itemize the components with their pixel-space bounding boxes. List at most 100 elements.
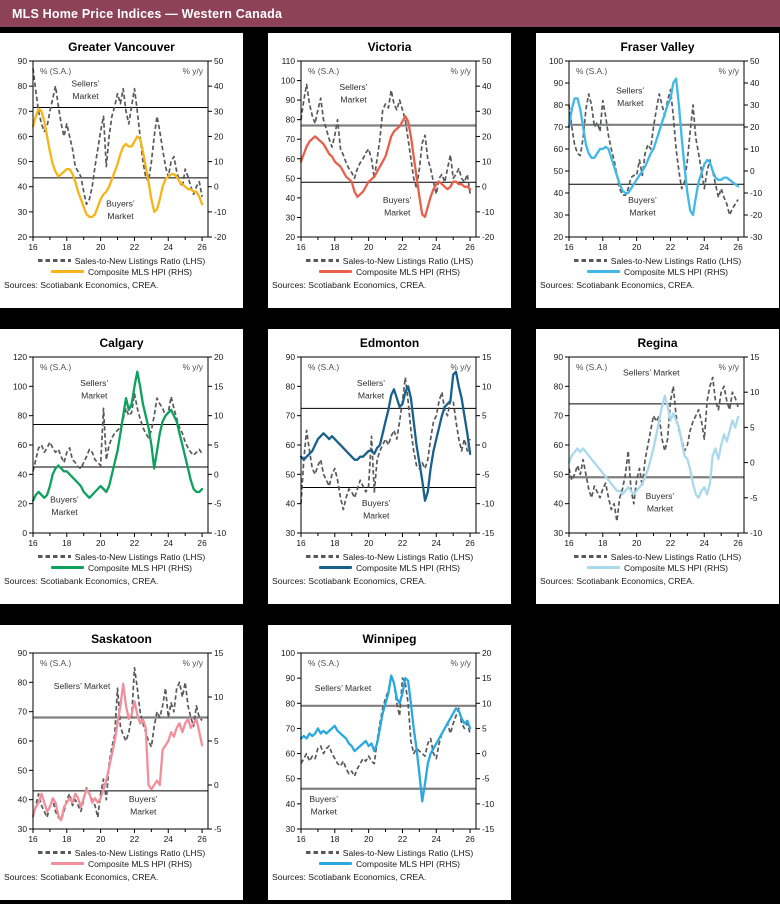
plot-frame [32,652,209,830]
sources-note: Sources: Scotiabank Economics, CREA. [4,280,159,290]
right-axis-tick-label: 0 [214,780,219,790]
left-axis-tick-label: 30 [286,528,296,538]
legend-item-snlr: Sales-to-New Listings Ratio (LHS) [305,847,473,858]
market-annotation: Market [72,91,99,101]
chart-plot: 30 40 50 60 70 80 90 100 -15 -10 -5 0 5 10 15 20 16 18 20 2… [281,648,494,844]
legend-label-snlr: Sales-to-New Listings Ratio (LHS) [342,551,474,562]
lhs-unit-label: % (S.A.) [576,66,607,76]
market-annotation: Market [81,391,108,401]
legend-item-hpi: Composite MLS HPI (RHS) [50,562,192,573]
legend-label-snlr: Sales-to-New Listings Ratio (LHS) [74,255,206,266]
right-axis-tick-label: 10 [750,387,760,397]
x-axis-tick-label: 18 [330,834,340,844]
sources-note: Sources: Scotiabank Economics, CREA. [540,280,695,290]
rhs-unit-label: % y/y [719,362,740,372]
left-axis-tick-label: 90 [18,648,28,658]
dashed-line-swatch [37,555,71,558]
right-axis-tick-label: 15 [750,352,760,362]
chart-legend: Sales-to-New Listings Ratio (LHS) Compos… [0,551,243,573]
right-axis-tick-label: 0 [750,166,755,176]
right-axis-tick-label: -10 [750,528,762,538]
report-header-bar: MLS Home Price Indices — Western Canada [0,0,780,27]
rhs-unit-label: % y/y [451,66,472,76]
x-axis-tick-label: 16 [296,834,306,844]
dashed-line-swatch [573,259,607,262]
right-axis-tick-label: 30 [750,100,760,110]
left-axis-tick-label: 90 [286,95,296,105]
left-axis-tick-label: 80 [18,677,28,687]
right-axis-tick-label: 10 [214,157,224,167]
x-axis-tick-label: 16 [296,538,306,548]
left-axis-tick-label: 70 [286,411,296,421]
right-axis-tick-label: -5 [214,824,222,834]
legend-label-hpi: Composite MLS HPI (RHS) [87,266,193,277]
market-annotation: Sellers’ [71,79,99,89]
left-axis-tick-label: 80 [286,115,296,125]
chart-plot: 30 40 50 60 70 80 90 -5 0 5 10 15 16 18 20 22 24 26 % (S.A… [18,648,224,844]
x-axis-tick-label: 24 [164,538,174,548]
x-axis-tick-label: 20 [632,242,642,252]
rhs-unit-label: % y/y [183,362,204,372]
solid-line-swatch [586,270,620,273]
right-axis-tick-label: 30 [482,106,492,116]
lhs-unit-label: % (S.A.) [40,658,71,668]
right-axis-tick-label: -20 [214,232,226,242]
market-annotation: Sellers’ Market [315,683,372,693]
x-axis-tick-label: 18 [62,242,72,252]
market-annotation: Buyers’ [646,491,675,501]
right-axis-tick-label: 15 [214,648,224,658]
market-annotation: Market [340,95,367,105]
x-axis-tick-label: 16 [564,242,574,252]
chart-panel-saskatoon: Saskatoon 30 40 50 60 70 80 90 -5 0 5 10 15 16 18 20 22… [0,625,243,900]
right-axis-tick-label: -5 [214,499,222,509]
left-axis-tick-label: 90 [286,352,296,362]
market-annotation: Market [363,510,390,520]
chart-title: Winnipeg [362,632,417,646]
right-axis-tick-label: 50 [750,56,760,66]
hpi-series-line [31,370,204,502]
chart-title: Fraser Valley [620,40,695,54]
x-axis-tick-label: 26 [733,242,743,252]
snlr-series-line [32,392,203,472]
chart-title: Regina [637,336,678,350]
left-axis-tick-label: 20 [554,232,564,242]
chart-title: Saskatoon [91,632,152,646]
right-axis-tick-label: -30 [750,232,762,242]
chart-legend: Sales-to-New Listings Ratio (LHS) Compos… [268,255,511,277]
chart-plot: 20 30 40 50 60 70 80 90 100 110 -20 -10 0 10 20 30 40 50 1… [281,56,494,252]
right-axis-tick-label: 30 [214,106,224,116]
left-axis-tick-label: 50 [286,469,296,479]
right-axis-tick-label: 5 [482,411,487,421]
legend-label-hpi: Composite MLS HPI (RHS) [355,562,461,573]
x-axis-tick-label: 26 [465,834,475,844]
solid-line-swatch [50,270,84,273]
right-axis-tick-label: 10 [482,157,492,167]
left-axis-tick-label: 60 [18,736,28,746]
left-axis-tick-label: 50 [286,173,296,183]
right-axis-tick-label: -10 [214,207,226,217]
market-annotation: Sellers’ Market [623,368,680,378]
chart-panel-edmonton: Edmonton 30 40 50 60 70 80 90 -15 -10 -5 0 5 10 15 16 1… [268,329,511,604]
x-axis-tick-label: 20 [632,538,642,548]
solid-line-swatch [318,270,352,273]
right-axis-tick-label: 0 [482,749,487,759]
left-axis-tick-label: 80 [554,381,564,391]
market-annotation: Sellers’ [616,86,644,96]
rhs-unit-label: % y/y [183,66,204,76]
chart-plot: 20 30 40 50 60 70 80 90 100 -30 -20 -10 0 10 20 30 40 50 1… [549,56,762,252]
left-axis-tick-label: 40 [286,499,296,509]
right-axis-tick-label: 20 [214,352,224,362]
left-axis-tick-label: 70 [18,707,28,717]
x-axis-tick-label: 22 [130,242,140,252]
legend-label-snlr: Sales-to-New Listings Ratio (LHS) [610,255,742,266]
x-axis-tick-label: 20 [96,538,106,548]
charts-grid: Greater Vancouver 20 30 40 50 60 70 80 90 -20 -10… [0,33,780,900]
left-axis-tick-label: 60 [18,440,28,450]
solid-line-swatch [318,862,352,865]
left-axis-tick-label: 70 [286,134,296,144]
lhs-unit-label: % (S.A.) [40,66,71,76]
legend-item-hpi: Composite MLS HPI (RHS) [318,562,461,573]
market-annotation: Market [130,806,157,816]
chart-legend: Sales-to-New Listings Ratio (LHS) Compos… [268,847,511,869]
x-axis-tick-label: 26 [465,538,475,548]
